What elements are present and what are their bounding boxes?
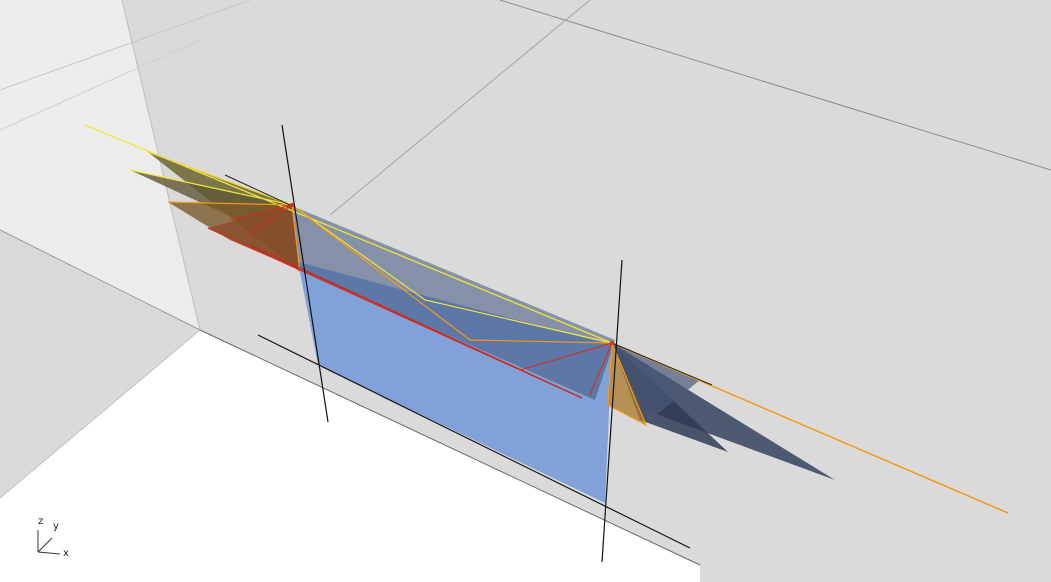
ceiling-diagonal (0, 0, 251, 91)
orange-edge-left (291, 204, 301, 273)
orange-edge-right-fin (607, 342, 648, 427)
left-fin-4 (208, 205, 300, 270)
wall-long-diagonal (329, 0, 591, 216)
right-orange-fin (608, 343, 646, 425)
left-wall-edge (121, 0, 201, 331)
ceiling-diagonal-2 (0, 39, 201, 131)
ground-edge-line-left (0, 329, 201, 499)
vertex-left[interactable] (290, 203, 294, 207)
glass-panel (298, 262, 612, 503)
axis-y-label: y (53, 521, 59, 532)
canopy-slab (290, 205, 615, 400)
left-short-guide (224, 174, 291, 206)
yellow-edge-lower (129, 169, 613, 344)
left-wall (0, 0, 200, 330)
ground-plane (0, 330, 700, 582)
ceiling-edge-line (499, 0, 1051, 171)
red-edge-left-a (229, 204, 293, 221)
orange-edge-long (611, 342, 1009, 514)
axis-x-label: x (63, 548, 69, 559)
left-post (281, 124, 329, 423)
axis-gizmo: z y x (28, 512, 78, 562)
axis-z-label: z (38, 516, 44, 527)
ground-edge-line (199, 329, 701, 566)
right-fin-3 (612, 343, 700, 420)
right-short-guide (611, 342, 713, 386)
right-post (601, 259, 623, 563)
red-edge-base (249, 244, 583, 399)
orange-edge-mid (167, 201, 613, 344)
vertex-right[interactable] (610, 341, 614, 345)
wall-diagonal (0, 229, 201, 331)
red-edge-left-b (247, 204, 293, 236)
yellow-edge-fin (147, 151, 293, 206)
axis-y-line (37, 537, 53, 553)
axis-x-line (37, 551, 61, 555)
ground-guide-line (257, 334, 691, 549)
